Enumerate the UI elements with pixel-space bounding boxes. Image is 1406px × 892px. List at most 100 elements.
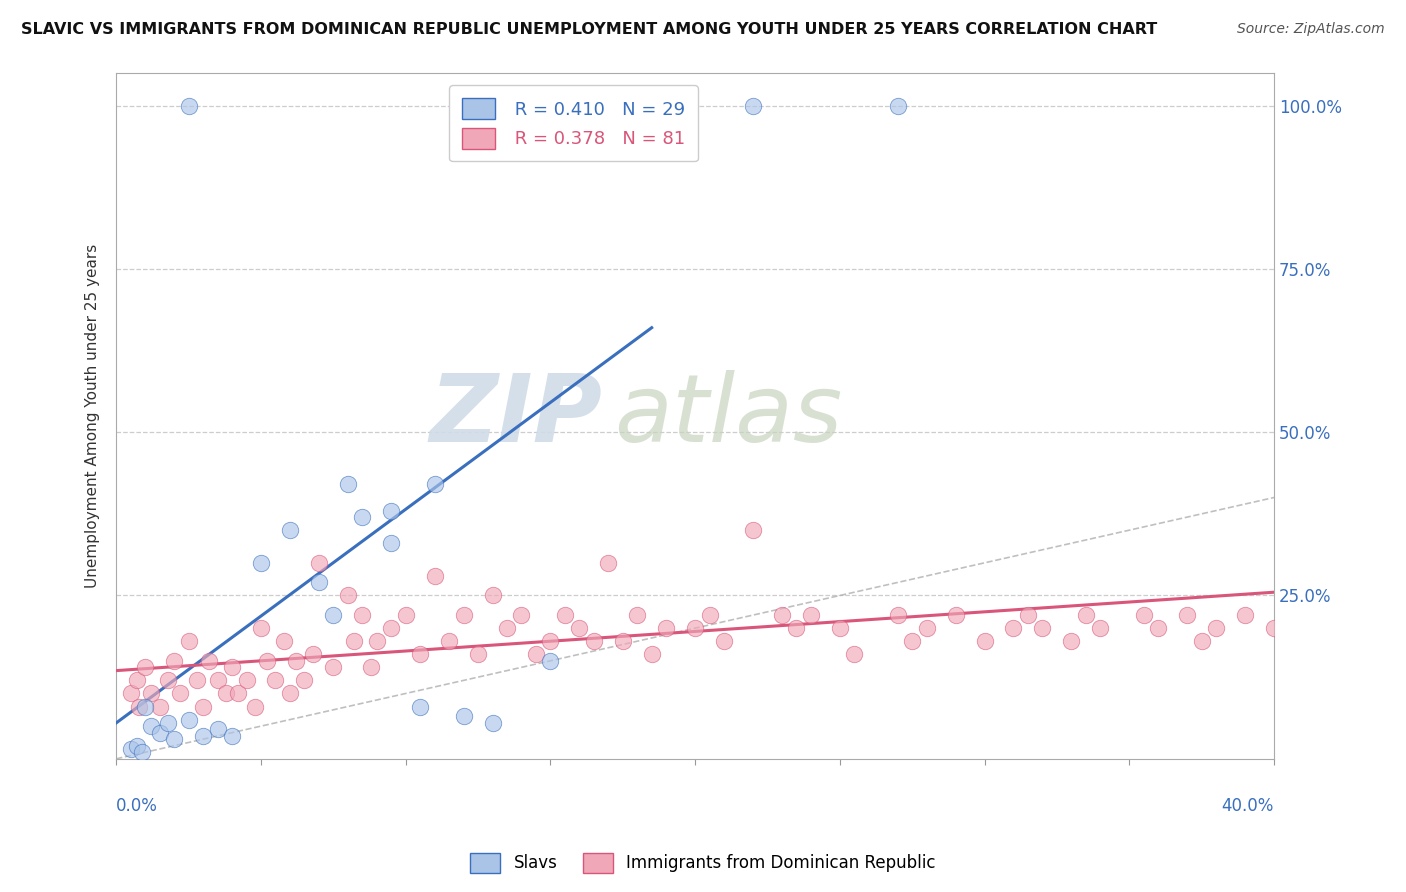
Point (342, 634, 364, 648)
Point (120, 742, 142, 756)
Text: SLAVIC VS IMMIGRANTS FROM DOMINICAN REPUBLIC UNEMPLOYMENT AMONG YOUTH UNDER 25 Y: SLAVIC VS IMMIGRANTS FROM DOMINICAN REPU… (21, 22, 1157, 37)
Point (1263, 621, 1285, 635)
Point (395, 608, 418, 623)
Point (1031, 621, 1053, 635)
Point (1074, 608, 1097, 623)
Point (612, 634, 634, 648)
Point (713, 634, 735, 648)
Text: 0.0%: 0.0% (117, 797, 157, 814)
Point (207, 673, 229, 688)
Point (139, 686, 162, 700)
Point (1191, 634, 1213, 648)
Point (828, 621, 851, 635)
Point (322, 608, 344, 623)
Point (945, 608, 967, 623)
Point (915, 621, 938, 635)
Point (134, 660, 156, 674)
Point (380, 536, 402, 550)
Point (1233, 608, 1256, 623)
Point (380, 621, 402, 635)
Point (177, 98, 200, 112)
Point (186, 673, 208, 688)
Point (256, 654, 278, 668)
Point (177, 634, 200, 648)
Point (973, 634, 995, 648)
Text: atlas: atlas (614, 370, 842, 461)
Point (163, 654, 186, 668)
Point (352, 510, 374, 524)
Point (582, 634, 605, 648)
Point (496, 621, 519, 635)
Point (163, 732, 186, 747)
Point (125, 673, 148, 688)
Point (800, 608, 823, 623)
Point (886, 608, 908, 623)
Point (308, 556, 330, 570)
Point (149, 725, 172, 739)
Point (886, 98, 908, 112)
Point (1205, 621, 1227, 635)
Point (360, 660, 382, 674)
Point (322, 660, 344, 674)
Point (177, 713, 200, 727)
Point (149, 699, 172, 714)
Point (264, 673, 287, 688)
Point (554, 608, 576, 623)
Point (844, 647, 866, 661)
Point (437, 634, 460, 648)
Point (198, 654, 221, 668)
Point (157, 715, 180, 730)
Point (481, 589, 503, 603)
Point (226, 686, 249, 700)
Point (467, 647, 489, 661)
Legend:  R = 0.410   N = 29,  R = 0.378   N = 81: R = 0.410 N = 29, R = 0.378 N = 81 (450, 86, 697, 161)
Point (1175, 608, 1198, 623)
Point (278, 523, 301, 537)
Point (134, 699, 156, 714)
Text: ZIP: ZIP (430, 370, 603, 462)
Point (308, 575, 330, 590)
Point (191, 699, 214, 714)
Point (423, 477, 446, 491)
Point (641, 647, 664, 661)
Text: Source: ZipAtlas.com: Source: ZipAtlas.com (1237, 22, 1385, 37)
Point (626, 608, 648, 623)
Point (655, 621, 678, 635)
Point (901, 634, 924, 648)
Point (221, 660, 243, 674)
Point (157, 673, 180, 688)
Point (453, 709, 475, 723)
Point (742, 523, 765, 537)
Point (336, 589, 359, 603)
Point (139, 719, 162, 733)
Text: 40.0%: 40.0% (1222, 797, 1274, 814)
Point (1132, 608, 1154, 623)
Point (273, 634, 295, 648)
Point (598, 556, 620, 570)
Point (169, 686, 191, 700)
Point (250, 621, 273, 635)
Point (770, 608, 793, 623)
Point (120, 686, 142, 700)
Point (284, 654, 307, 668)
Point (128, 699, 150, 714)
Point (125, 739, 148, 753)
Point (302, 647, 325, 661)
Point (292, 673, 315, 688)
Point (524, 647, 547, 661)
Point (278, 686, 301, 700)
Point (336, 477, 359, 491)
Point (131, 745, 153, 759)
Point (568, 621, 591, 635)
Point (538, 654, 561, 668)
Legend: Slavs, Immigrants from Dominican Republic: Slavs, Immigrants from Dominican Republi… (464, 847, 942, 880)
Point (352, 608, 374, 623)
Point (1002, 621, 1025, 635)
Point (235, 673, 257, 688)
Point (207, 723, 229, 737)
Point (1147, 621, 1170, 635)
Point (245, 699, 267, 714)
Point (250, 556, 273, 570)
Point (683, 621, 706, 635)
Point (1090, 621, 1112, 635)
